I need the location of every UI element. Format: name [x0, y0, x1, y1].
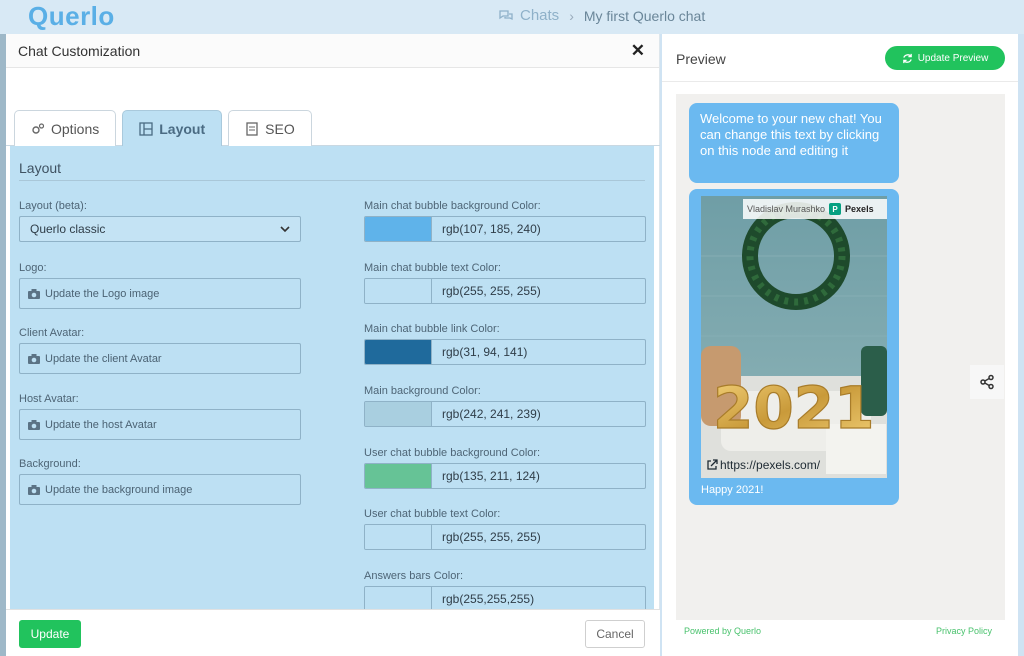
color-swatch[interactable] — [365, 340, 432, 364]
breadcrumb-current: My first Querlo chat — [583, 7, 706, 24]
querlo-logo[interactable]: Querlo — [28, 1, 115, 31]
tab-bar: Options Layout SEO — [6, 68, 660, 147]
breadcrumb-chats[interactable]: Chats — [520, 7, 560, 24]
update-host-avatar-button[interactable]: Update the host Avatar — [19, 409, 301, 440]
update-button[interactable]: Update — [19, 620, 81, 648]
color-swatch[interactable] — [365, 279, 432, 303]
tab-seo[interactable]: SEO — [228, 110, 312, 146]
breadcrumb: Chats › My first Querlo chat — [498, 7, 705, 24]
app-header: Querlo Chats › My first Querlo chat — [0, 0, 1024, 34]
logo-label: Logo: — [19, 262, 47, 274]
image-source-url: https://pexels.com/ — [720, 458, 821, 472]
image-credit: Vladislav Murashko P Pexels — [743, 199, 887, 219]
camera-icon — [28, 484, 40, 495]
color-value-input[interactable]: rgb(107, 185, 240) — [442, 222, 541, 236]
color-label: Main background Color: — [364, 385, 481, 397]
color-field-bubble-bg: rgb(107, 185, 240) — [364, 216, 646, 242]
chevron-right-icon: › — [569, 7, 574, 24]
color-label: Main chat bubble link Color: — [364, 323, 500, 335]
image-credit-brand: Pexels — [845, 204, 874, 214]
color-value-input[interactable]: rgb(242, 241, 239) — [442, 407, 541, 421]
background-label: Background: — [19, 458, 81, 470]
color-field-bubble-link: rgb(31, 94, 141) — [364, 339, 646, 365]
layout-icon — [139, 122, 153, 136]
chat-icon — [499, 9, 513, 20]
color-label: User chat bubble background Color: — [364, 447, 541, 459]
chat-preview: Welcome to your new chat! You can change… — [676, 94, 1005, 620]
layout-select-label: Layout (beta): — [19, 200, 87, 212]
new-year-image: 2021 Vladislav Murashko P Pexels https:/… — [701, 196, 887, 478]
update-preview-label: Update Preview — [917, 52, 989, 64]
client-avatar-label: Client Avatar: — [19, 327, 85, 339]
color-value-input[interactable]: rgb(135, 211, 124) — [442, 469, 540, 483]
color-label: User chat bubble text Color: — [364, 508, 501, 520]
section-title: Layout — [19, 160, 62, 176]
color-swatch[interactable] — [365, 587, 432, 611]
tab-seo-label: SEO — [265, 120, 295, 137]
image-bubble[interactable]: 2021 Vladislav Murashko P Pexels https:/… — [689, 189, 899, 505]
refresh-icon — [902, 53, 912, 63]
camera-icon — [28, 288, 40, 299]
image-year-text: 2021 — [713, 374, 874, 442]
privacy-policy-link[interactable]: Privacy Policy — [936, 626, 993, 636]
color-swatch[interactable] — [365, 402, 432, 426]
external-link-icon — [707, 459, 718, 470]
color-swatch[interactable] — [365, 525, 432, 549]
preview-pane: Preview Update Preview Welcome to your n… — [662, 34, 1018, 656]
color-value-input[interactable]: rgb(255, 255, 255) — [442, 284, 541, 298]
color-label: Main chat bubble background Color: — [364, 200, 541, 212]
layout-select-value: Querlo classic — [30, 222, 106, 236]
color-value-input[interactable]: rgb(31, 94, 141) — [442, 345, 528, 359]
share-button[interactable] — [970, 365, 1004, 399]
divider — [662, 81, 1018, 82]
layout-panel: Layout Layout (beta): Querlo classic Log… — [10, 146, 654, 612]
gears-icon — [32, 122, 45, 134]
tab-options-label: Options — [51, 120, 100, 137]
color-field-bubble-text: rgb(255, 255, 255) — [364, 278, 646, 304]
document-icon — [246, 121, 258, 136]
update-host-avatar-label: Update the host Avatar — [45, 418, 157, 431]
tab-options[interactable]: Options — [14, 110, 117, 146]
balloons-2021-image: 2021 — [701, 196, 887, 478]
color-field-user-bubble-bg: rgb(135, 211, 124) — [364, 463, 646, 489]
modal-title: Chat Customization — [18, 42, 141, 59]
background-strip — [0, 34, 6, 656]
modal-footer: Update Cancel — [6, 609, 660, 656]
color-field-main-bg: rgb(242, 241, 239) — [364, 401, 646, 427]
update-client-avatar-button[interactable]: Update the client Avatar — [19, 343, 301, 374]
host-avatar-label: Host Avatar: — [19, 393, 79, 405]
pexels-logo-icon: P — [829, 203, 842, 215]
update-logo-button[interactable]: Update the Logo image — [19, 278, 301, 309]
color-label: Main chat bubble text Color: — [364, 262, 501, 274]
cancel-button[interactable]: Cancel — [585, 620, 645, 648]
camera-icon — [28, 353, 40, 364]
color-value-input[interactable]: rgb(255, 255, 255) — [442, 530, 541, 544]
powered-by-link[interactable]: Powered by Querlo — [684, 626, 762, 636]
layout-select[interactable]: Querlo classic — [19, 216, 301, 242]
divider — [19, 180, 645, 181]
color-value-input[interactable]: rgb(255,255,255) — [442, 592, 535, 606]
color-swatch[interactable] — [365, 217, 432, 241]
update-logo-label: Update the Logo image — [45, 287, 160, 300]
image-caption: Happy 2021! — [701, 484, 764, 496]
preview-title: Preview — [676, 51, 726, 67]
share-icon — [980, 374, 994, 390]
color-field-user-bubble-text: rgb(255, 255, 255) — [364, 524, 646, 550]
tab-layout-label: Layout — [159, 121, 206, 137]
close-icon[interactable]: ✕ — [630, 40, 645, 60]
tab-layout[interactable]: Layout — [122, 110, 223, 147]
camera-icon — [28, 419, 40, 430]
image-credit-author: Vladislav Murashko — [747, 204, 826, 214]
color-label: Answers bars Color: — [364, 570, 464, 582]
chat-customization-modal: Chat Customization ✕ Options Layout SEO … — [6, 34, 660, 656]
modal-header: Chat Customization ✕ — [6, 34, 659, 68]
image-source-link[interactable]: https://pexels.com/ — [706, 458, 820, 472]
update-background-label: Update the background image — [45, 483, 193, 496]
color-swatch[interactable] — [365, 464, 432, 488]
update-preview-button[interactable]: Update Preview — [885, 46, 1005, 70]
welcome-bubble[interactable]: Welcome to your new chat! You can change… — [689, 103, 899, 183]
update-background-button[interactable]: Update the background image — [19, 474, 301, 505]
chevron-down-icon — [280, 225, 290, 232]
update-client-avatar-label: Update the client Avatar — [45, 352, 162, 365]
